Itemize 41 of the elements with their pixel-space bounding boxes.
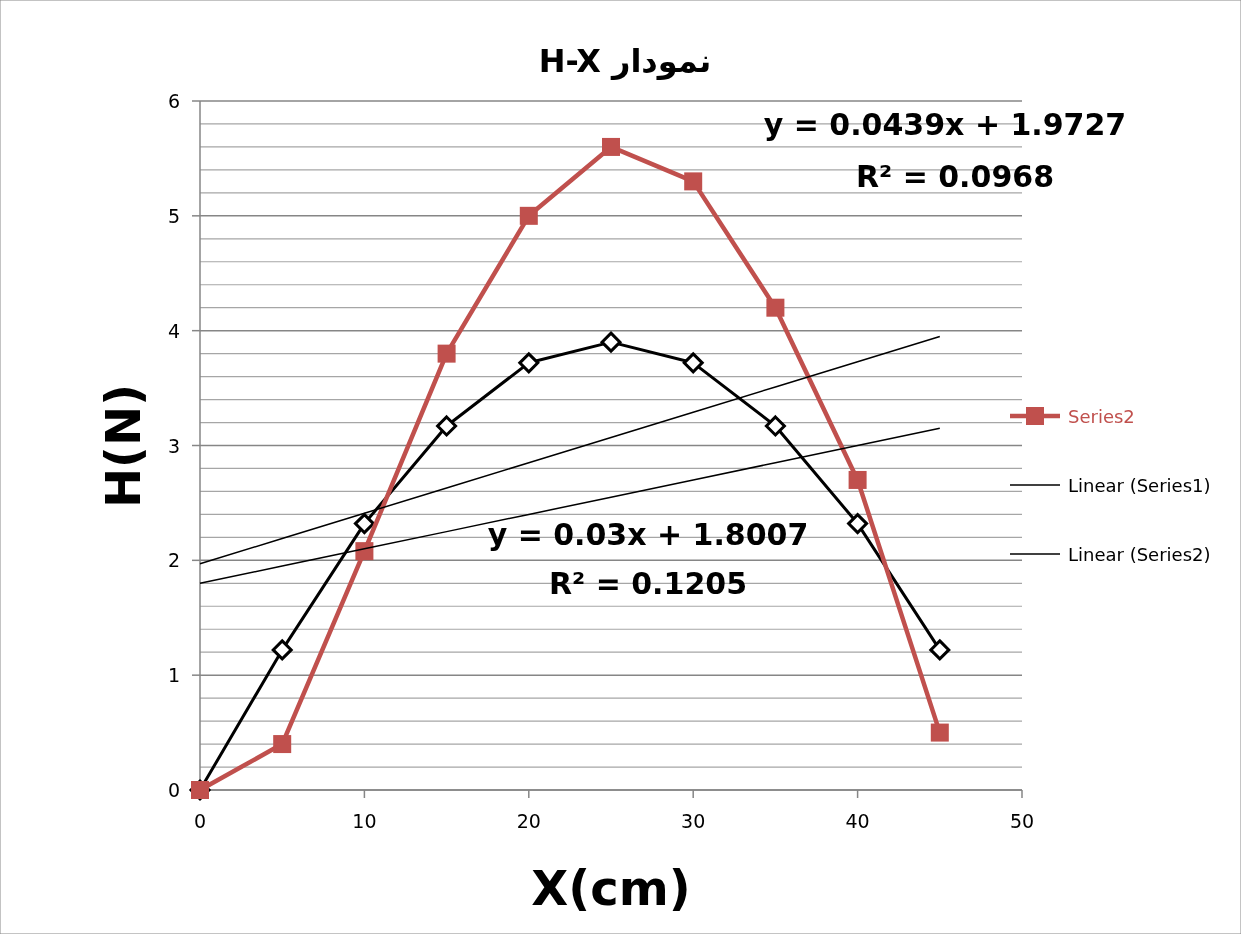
y-tick-label: 0 <box>167 779 181 801</box>
annotation: R² = 0.0968 <box>855 159 1055 194</box>
annotation: y = 0.0439x + 1.9727 <box>763 107 1127 142</box>
point <box>930 723 949 742</box>
y-tick-label: 2 <box>167 549 181 572</box>
point <box>519 206 538 225</box>
x-tick-label: 50 <box>1009 810 1035 832</box>
y-tick-label: 3 <box>167 434 181 457</box>
y-tick-label: 6 <box>167 90 181 112</box>
point <box>518 352 540 374</box>
point <box>600 331 622 353</box>
point <box>766 298 785 317</box>
annotation: R² = 0.1205 <box>548 566 748 601</box>
x-tick-label: 10 <box>352 810 377 832</box>
point <box>929 639 951 661</box>
point <box>684 172 703 191</box>
point <box>273 735 292 754</box>
x-tick-label: 40 <box>845 810 870 832</box>
legend-label: Linear (Series1) <box>1068 475 1211 496</box>
point <box>602 137 620 156</box>
x-tick-label: 30 <box>681 810 706 832</box>
point <box>848 470 867 489</box>
point <box>847 513 869 535</box>
legend-label: Linear (Series2) <box>1068 544 1211 565</box>
y-tick-label: 1 <box>167 664 181 687</box>
point <box>764 415 786 437</box>
point <box>271 639 293 661</box>
point <box>437 344 456 363</box>
x-tick-label: 20 <box>516 810 541 832</box>
annotation: y = 0.03x + 1.8007 <box>487 517 809 552</box>
y-axis-title: H(N) <box>95 383 151 509</box>
y-tick-label: 4 <box>167 319 181 342</box>
point <box>436 415 458 437</box>
chart-title: نمودار H-X <box>538 42 712 80</box>
x-axis-title: X(cm) <box>531 860 691 916</box>
point <box>353 513 375 535</box>
point <box>355 542 374 561</box>
y-tick-label: 5 <box>167 204 181 227</box>
x-tick-label: 0 <box>193 810 207 832</box>
point <box>682 352 704 374</box>
legend-label: Series2 <box>1068 406 1135 427</box>
